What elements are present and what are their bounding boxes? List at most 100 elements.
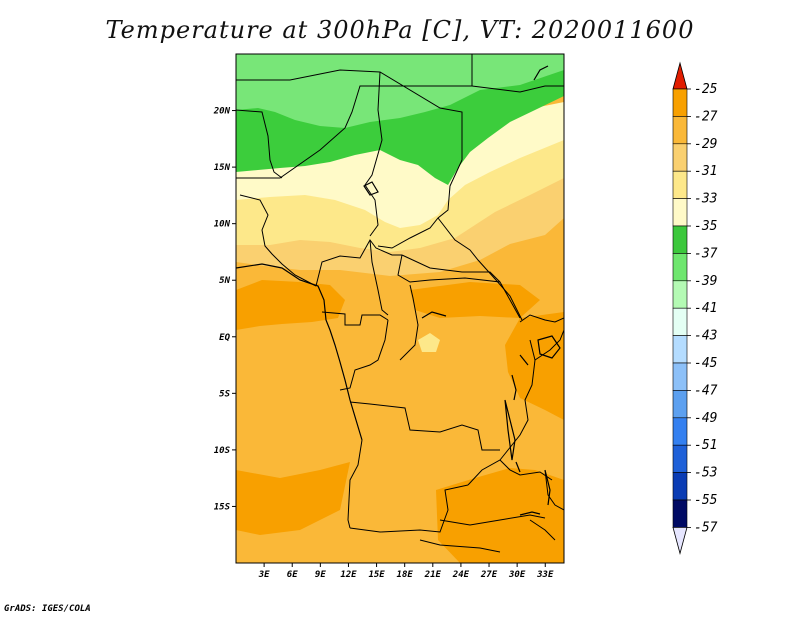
border-segment (239, 194, 317, 287)
country-borders (236, 54, 564, 553)
coastline (236, 65, 561, 516)
colorbar-swatch (672, 472, 688, 501)
warm-patch-south (436, 468, 564, 563)
lake-kivu (511, 374, 517, 401)
lon-tick-label: 18E (397, 570, 414, 580)
colorbar-swatch (672, 444, 688, 473)
border-segment (467, 459, 553, 486)
border-segment (377, 159, 463, 249)
colorbar: -25 -27 -29 -31 -33 -35 -37 -39 -41 -43 -45 -47 -49 -… (672, 61, 718, 555)
temperature-field (236, 54, 564, 563)
lake-malawi (544, 469, 551, 506)
colorbar-swatch (672, 116, 688, 145)
colorbar-swatch (672, 390, 688, 419)
colorbar-label: -33 (694, 192, 717, 207)
border-segment (369, 239, 389, 316)
border-segment (321, 311, 389, 326)
lon-tick-label: 33E (536, 570, 554, 580)
lon-tick-label: 21E (424, 570, 442, 580)
lat-tick-label: 10N (214, 220, 231, 230)
border-segment (401, 254, 501, 283)
lat-tick-label: 20N (213, 107, 231, 117)
colorbar-label: -29 (694, 137, 717, 152)
colorbar-swatch (672, 88, 688, 117)
pale-patch-congo (418, 333, 440, 352)
coastline-segment (421, 311, 447, 319)
lat-tick-label: EQ (219, 333, 230, 343)
lon-tick-label: 15E (368, 570, 385, 580)
colorbar-swatch (672, 499, 688, 528)
lat-tick-label: 15S (214, 502, 231, 512)
coastline-segment (515, 461, 521, 473)
lon-tick-label: 30E (508, 570, 526, 580)
grads-credit: GrADS: IGES/COLA (4, 604, 91, 614)
colorbar-label: -51 (694, 438, 717, 453)
map-title: Temperature at 300hPa [C], VT: 202001160… (105, 16, 695, 44)
colorbar-swatch (672, 143, 688, 172)
lat-tick-label: 5S (219, 389, 230, 399)
border-segment (236, 54, 473, 179)
colorbar-label: -41 (694, 301, 717, 316)
warm-patch-central (410, 282, 540, 318)
lon-tick-label: 27E (480, 570, 498, 580)
colorbar-swatch (672, 170, 688, 199)
lon-tick-label: 6E (287, 570, 298, 580)
lon-tick-label: 12E (340, 570, 357, 580)
colorbar-swatch (672, 280, 688, 309)
border-segment (544, 469, 564, 511)
lake-tanganyika (504, 399, 516, 461)
colorbar-label: -45 (694, 356, 718, 371)
map-axes: 20N 15N 10N 5N EQ 5S 10S 15S 3E 6E 9E 12E 15E 18E 21E 2… (213, 107, 554, 580)
colorbar-label: -37 (694, 246, 718, 261)
coastline-segment (236, 263, 363, 441)
colorbar-swatch (672, 198, 688, 227)
coastline-segment (519, 511, 541, 516)
border-segment (236, 109, 283, 179)
warm-patch-west (236, 280, 345, 330)
colorbar-label: -35 (694, 219, 718, 234)
light-green-band (236, 54, 564, 128)
border-segment (529, 519, 556, 541)
colorbar-swatch (672, 225, 688, 254)
colorbar-label: -53 (694, 466, 717, 481)
colorbar-label: -27 (694, 109, 718, 124)
border-segment (437, 217, 523, 321)
colorbar-label: -57 (694, 520, 718, 535)
lon-tick-label: 24E (452, 570, 470, 580)
border-segment (364, 71, 383, 237)
colorbar-swatch (672, 362, 688, 391)
lat-tick-label: 15N (214, 163, 231, 173)
colorbar-swatch (672, 307, 688, 336)
colorbar-swatch (672, 417, 688, 446)
lat-tick-label: 5N (219, 276, 230, 286)
border-segment (519, 314, 564, 323)
border-segment (339, 319, 389, 391)
border-segment (397, 254, 521, 319)
colorbar-swatch (672, 335, 688, 364)
lat-tick-label: 10S (214, 446, 231, 456)
colorbar-label: -25 (694, 82, 718, 97)
lon-tick-label: 3E (258, 570, 270, 580)
map-frame (235, 53, 565, 564)
colorbar-label: -47 (694, 383, 718, 398)
border-segment (315, 239, 402, 287)
colorbar-label: -31 (694, 164, 717, 179)
lake-edward (519, 354, 529, 366)
border-segment (349, 401, 500, 451)
lake-victoria (537, 335, 561, 359)
border-segment (439, 514, 546, 526)
colorbar-label: -55 (694, 493, 718, 508)
colorbar-label: -43 (694, 329, 717, 344)
border-segment (419, 539, 501, 553)
colorbar-label: -39 (694, 274, 717, 289)
coastline-segment (533, 65, 549, 81)
border-segment (399, 284, 419, 361)
colorbar-swatch (672, 253, 688, 282)
border-segment (471, 85, 564, 93)
colorbar-bottom-arrow (672, 527, 688, 555)
colorbar-label: -49 (694, 411, 717, 426)
lon-tick-label: 9E (315, 570, 326, 580)
border-segment (499, 339, 536, 461)
warm-patch-southwest (236, 462, 350, 535)
